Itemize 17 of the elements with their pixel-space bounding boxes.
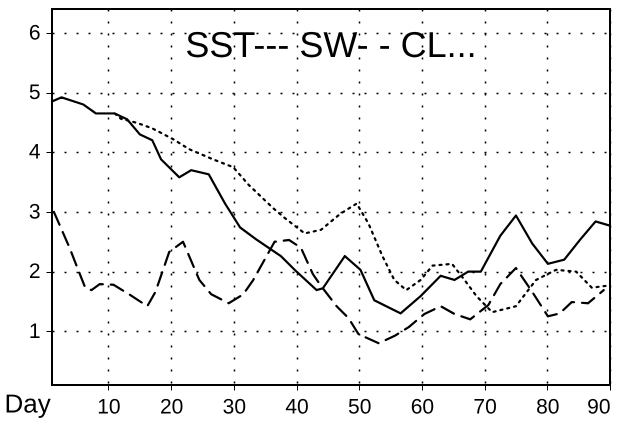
y-tick-label: 1 bbox=[28, 320, 40, 343]
x-tick-label: 50 bbox=[348, 396, 372, 418]
annotation: SST--- SW- - CL... bbox=[185, 24, 477, 65]
x-tick-label: 80 bbox=[536, 396, 560, 418]
x-tick-label: 10 bbox=[97, 396, 121, 418]
x-tick-label: 40 bbox=[285, 396, 309, 418]
x-tick-label: 90 bbox=[587, 396, 610, 418]
y-tick-label: 4 bbox=[28, 140, 41, 164]
y-tick-label: 3 bbox=[28, 200, 40, 224]
x-tick-label: 30 bbox=[222, 396, 246, 418]
x-axis-title: Day bbox=[4, 388, 51, 418]
y-tick-label: 2 bbox=[28, 260, 40, 284]
x-tick-label: 60 bbox=[410, 396, 434, 418]
y-tick-label: 6 bbox=[28, 21, 40, 44]
y-tick-label: 5 bbox=[28, 81, 40, 104]
x-tick-label: 20 bbox=[160, 396, 184, 418]
x-tick-label: 70 bbox=[473, 396, 497, 418]
